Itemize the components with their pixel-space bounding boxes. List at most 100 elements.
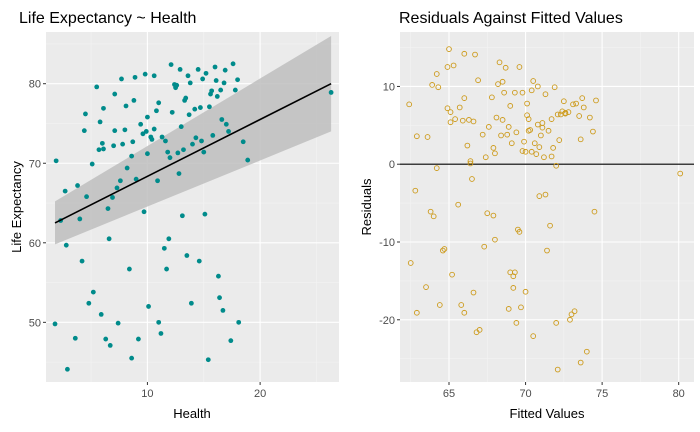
data-point	[222, 67, 228, 73]
residual-point	[591, 208, 598, 215]
residual-point	[470, 118, 477, 125]
data-point	[161, 245, 167, 251]
residual-point	[530, 333, 537, 339]
residual-point	[452, 116, 458, 122]
data-point	[156, 319, 162, 325]
data-point	[133, 176, 139, 182]
data-point	[101, 146, 106, 152]
residual-point	[433, 71, 440, 77]
residual-point	[522, 148, 529, 155]
data-point	[156, 100, 162, 106]
residual-point	[446, 46, 452, 52]
residual-point	[554, 366, 561, 373]
data-point	[214, 94, 220, 99]
residual-point	[470, 289, 477, 296]
residual-point	[570, 101, 576, 108]
data-point	[193, 135, 199, 141]
axis-ticks: 10 20 50 60 70 80	[29, 79, 266, 400]
data-point	[221, 80, 227, 86]
y-tick-label: 50	[29, 317, 41, 329]
residual-point	[522, 288, 529, 295]
residual-point	[524, 100, 530, 107]
data-point	[123, 103, 129, 109]
residual-point	[573, 100, 579, 107]
data-point	[99, 140, 105, 146]
residual-point	[472, 51, 478, 58]
residual-point	[550, 145, 556, 151]
residual-point	[534, 83, 541, 90]
data-point	[186, 112, 192, 118]
residual-point	[436, 302, 443, 308]
data-point	[96, 147, 102, 153]
x-tick-label: 65	[443, 388, 455, 400]
residual-point	[556, 137, 563, 143]
chart-title: Life Expectancy ~ Health	[19, 10, 196, 27]
data-point	[217, 295, 222, 301]
regression-line	[54, 82, 332, 224]
residual-point	[455, 201, 462, 208]
residual-point	[677, 170, 684, 177]
residual-point	[424, 134, 431, 140]
data-point	[218, 87, 224, 93]
residual-point	[541, 154, 547, 161]
residual-point	[542, 91, 549, 98]
data-point	[158, 331, 164, 336]
residual-point	[576, 113, 583, 119]
residual-point	[423, 284, 429, 290]
residual-point	[536, 193, 543, 199]
residual-point	[458, 302, 465, 308]
axis-ticks: 65 70 75 80 -20 -10 0 10	[379, 81, 685, 400]
x-tick-label: 80	[673, 388, 685, 400]
data-point	[120, 141, 126, 147]
residual-point	[527, 127, 534, 133]
data-point	[187, 80, 193, 86]
data-point	[216, 273, 221, 279]
data-point	[119, 76, 124, 82]
residual-point	[583, 348, 590, 355]
data-point	[101, 105, 106, 111]
residual-point	[413, 309, 420, 316]
y-tick-label: 70	[29, 158, 41, 170]
residual-point	[519, 148, 526, 154]
residual-point	[511, 89, 518, 96]
residual-point	[447, 119, 454, 126]
data-point	[240, 139, 246, 145]
data-point	[77, 216, 83, 222]
residual-point	[464, 142, 471, 149]
y-tick-label: -10	[379, 237, 395, 249]
residual-point	[441, 246, 448, 252]
residual-point	[528, 87, 535, 94]
residual-point	[587, 114, 593, 121]
data-point	[126, 266, 132, 272]
residual-point	[492, 236, 498, 243]
data-point	[226, 129, 231, 134]
data-point	[53, 158, 59, 164]
y-axis-title: Residuals	[359, 178, 374, 236]
residual-point	[533, 151, 540, 157]
data-point	[136, 336, 141, 342]
residual-point	[469, 176, 475, 182]
life-expectancy-chart: Life Expectancy ~ Health 10 20 50 60 70 80 He…	[9, 10, 339, 421]
residual-point	[530, 78, 537, 84]
data-point	[131, 98, 137, 103]
data-point	[201, 149, 207, 155]
data-point	[220, 308, 226, 313]
data-point	[228, 338, 234, 344]
residual-point	[499, 78, 506, 85]
data-point	[129, 153, 135, 159]
residual-point	[467, 158, 474, 164]
residual-point	[495, 81, 501, 87]
data-point	[236, 319, 242, 325]
plot-panel	[400, 32, 694, 382]
residual-point	[511, 269, 518, 276]
residual-point	[504, 131, 511, 138]
residual-point	[507, 103, 514, 109]
data-point	[132, 74, 138, 80]
residual-point	[519, 89, 526, 96]
residual-point	[568, 311, 575, 318]
grid-lines	[400, 32, 694, 382]
residual-point	[590, 128, 596, 135]
data-point	[168, 62, 174, 68]
residual-point	[593, 97, 599, 104]
